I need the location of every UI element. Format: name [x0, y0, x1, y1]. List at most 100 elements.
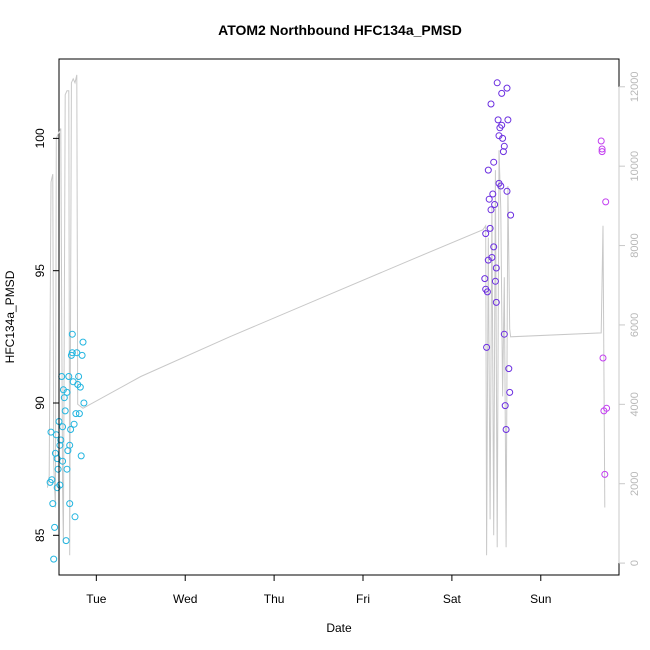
data-point: [494, 116, 502, 124]
data-point: [63, 465, 71, 473]
data-point: [68, 330, 76, 338]
data-point: [53, 455, 61, 463]
data-point: [68, 349, 76, 357]
data-point: [75, 373, 83, 380]
data-point: [72, 410, 80, 418]
data-point: [599, 354, 607, 362]
data-point: [484, 166, 492, 174]
data-point: [495, 132, 503, 140]
data-point: [48, 476, 56, 484]
x-tick-label: Fri: [356, 592, 370, 606]
data-point: [505, 365, 513, 373]
y2-tick-label: 12000: [629, 71, 641, 102]
data-point: [71, 513, 79, 521]
data-point: [500, 142, 508, 150]
data-point: [482, 230, 490, 238]
x-tick-label: Tue: [86, 592, 107, 606]
data-point: [79, 338, 87, 346]
x-tick-label: Sat: [443, 592, 462, 606]
data-point: [47, 428, 55, 436]
data-point: [487, 206, 495, 214]
data-point: [51, 523, 59, 531]
data-point: [76, 383, 84, 391]
data-point: [52, 431, 60, 439]
data-point: [598, 145, 606, 153]
y2-tick-label: 8000: [629, 233, 641, 257]
data-point: [73, 349, 81, 357]
data-point: [504, 116, 512, 124]
line-layer: [46, 74, 606, 556]
y2-tick-label: 4000: [629, 392, 641, 416]
data-point: [485, 195, 493, 203]
data-point: [502, 426, 510, 433]
data-point: [70, 420, 78, 428]
data-point: [69, 378, 77, 386]
data-point: [490, 158, 498, 166]
data-point: [498, 89, 506, 97]
y-axis: 85 90 95 100: [33, 128, 60, 542]
data-point: [491, 277, 499, 285]
chart-title: ATOM2 Northbound HFC134a_PMSD: [218, 22, 462, 38]
x-tick-label: Thu: [264, 592, 285, 606]
data-point: [492, 298, 500, 306]
point-layer: [46, 79, 611, 563]
x-tick-label: Sun: [530, 592, 551, 606]
data-point: [488, 254, 496, 261]
data-point: [507, 211, 515, 219]
y2-tick-label: 0: [629, 560, 641, 566]
data-point: [500, 330, 508, 338]
data-point: [56, 441, 64, 449]
data-point: [65, 373, 73, 380]
data-point: [491, 201, 499, 208]
data-point: [503, 84, 511, 92]
y-tick-label: 90: [33, 396, 47, 410]
y-axis-label: HFC134a_PMSD: [3, 270, 17, 363]
y2-tick-label: 6000: [629, 313, 641, 337]
data-point: [49, 500, 57, 508]
data-point: [66, 441, 74, 449]
data-point: [62, 537, 70, 545]
secondary-series-line: [46, 74, 606, 556]
data-point: [490, 243, 498, 251]
data-point: [60, 394, 68, 402]
data-point: [61, 407, 69, 415]
y2-tick-label: 10000: [629, 151, 641, 182]
data-point: [493, 79, 501, 87]
data-point: [59, 423, 67, 431]
data-point: [57, 436, 65, 444]
data-point: [489, 190, 497, 198]
data-point: [492, 264, 500, 272]
data-point: [601, 470, 609, 478]
data-point: [481, 275, 489, 283]
x-axis-label: Date: [326, 621, 352, 635]
data-point: [487, 100, 495, 108]
data-point: [56, 481, 64, 489]
x-axis: Tue Wed Thu Fri Sat Sun: [86, 574, 551, 606]
data-point: [54, 465, 62, 473]
data-point: [602, 198, 610, 206]
data-point: [78, 351, 86, 359]
data-point: [603, 404, 611, 412]
y-tick-label: 100: [33, 128, 47, 148]
data-point: [498, 121, 506, 129]
data-point: [503, 187, 511, 195]
data-point: [597, 137, 605, 145]
data-point: [506, 388, 514, 396]
data-point: [483, 343, 491, 351]
data-point: [67, 426, 75, 433]
data-point: [75, 410, 83, 418]
x-tick-label: Wed: [173, 592, 197, 606]
y-tick-label: 95: [33, 264, 47, 278]
data-point: [486, 224, 494, 232]
data-point: [50, 555, 58, 563]
data-point: [497, 182, 505, 190]
data-point: [63, 388, 71, 396]
data-point: [499, 148, 507, 156]
y2-tick-label: 2000: [629, 471, 641, 495]
data-point: [59, 457, 67, 465]
y-tick-label: 85: [33, 528, 47, 542]
data-point: [66, 500, 74, 508]
data-point: [501, 402, 509, 410]
data-point: [482, 285, 490, 293]
